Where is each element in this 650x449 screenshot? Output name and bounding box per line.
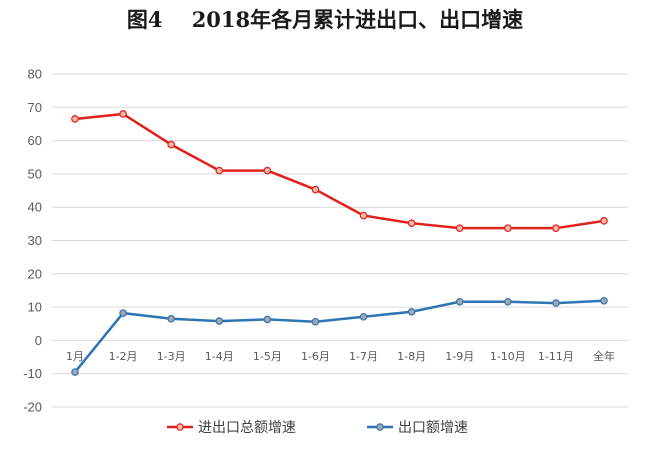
data-point bbox=[504, 224, 512, 232]
y-tick-label: 50 bbox=[28, 166, 42, 181]
chart-title: 图4 2018年各月累计进出口、出口增速 bbox=[127, 7, 523, 32]
series-line bbox=[74, 299, 605, 373]
legend-item: 进出口总额增速 bbox=[167, 420, 296, 436]
series-line bbox=[74, 112, 605, 230]
data-point bbox=[552, 299, 560, 307]
series-1 bbox=[71, 296, 608, 376]
x-tick-label: 1-2月 bbox=[109, 350, 138, 363]
data-point bbox=[455, 224, 464, 232]
data-point bbox=[215, 317, 224, 325]
data-point bbox=[167, 140, 175, 149]
series-lines bbox=[71, 110, 608, 376]
y-tick-label: 0 bbox=[35, 333, 42, 348]
data-point bbox=[263, 166, 272, 175]
x-axis-ticks: 1月 1-2月 1-3月 1-4月 1-5月 1-6月 1-7月 1-8月 1-9月 1-10月 1… bbox=[66, 349, 615, 363]
data-point bbox=[504, 297, 512, 306]
x-tick-label: 1月 bbox=[66, 350, 84, 363]
x-tick-label: 1-8月 bbox=[397, 350, 426, 363]
legend-label: 进出口总额增速 bbox=[198, 420, 296, 436]
legend: 进出口总额增速 出口额增速 bbox=[167, 420, 468, 436]
y-axis-ticks: 80 70 60 50 40 30 20 10 0 -10 -20 bbox=[23, 67, 42, 415]
data-point bbox=[263, 315, 272, 324]
data-point bbox=[167, 314, 175, 323]
x-tick-label: 1-5月 bbox=[253, 350, 282, 363]
data-point bbox=[311, 185, 320, 194]
x-tick-label: 1-4月 bbox=[205, 350, 234, 363]
data-point bbox=[600, 217, 608, 225]
data-point bbox=[119, 110, 127, 118]
x-tick-label: 1-7月 bbox=[349, 350, 378, 363]
x-tick-label: 1-11月 bbox=[538, 350, 574, 363]
x-tick-label: 1-3月 bbox=[157, 350, 186, 363]
y-tick-label: 10 bbox=[28, 300, 42, 315]
data-point bbox=[71, 115, 79, 123]
data-point bbox=[552, 224, 560, 232]
data-point bbox=[359, 211, 368, 220]
x-tick-label: 全年 bbox=[593, 349, 615, 363]
data-point bbox=[359, 312, 368, 321]
data-point bbox=[407, 307, 416, 316]
data-point bbox=[600, 296, 608, 305]
y-tick-label: 20 bbox=[28, 266, 42, 281]
y-tick-label: -20 bbox=[23, 400, 42, 415]
y-tick-label: 70 bbox=[28, 100, 42, 115]
y-tick-label: -10 bbox=[23, 366, 42, 381]
legend-marker bbox=[376, 423, 384, 431]
legend-marker bbox=[176, 423, 184, 431]
x-tick-label: 1-9月 bbox=[445, 350, 474, 363]
data-point bbox=[311, 317, 320, 326]
legend-item: 出口额增速 bbox=[367, 420, 468, 436]
data-point bbox=[455, 297, 464, 306]
gridlines bbox=[52, 73, 628, 408]
x-tick-label: 1-6月 bbox=[301, 350, 330, 363]
y-tick-label: 60 bbox=[28, 133, 42, 148]
series-0 bbox=[71, 110, 608, 232]
data-point bbox=[71, 368, 79, 376]
legend-label: 出口额增速 bbox=[398, 420, 468, 436]
x-tick-label: 1-10月 bbox=[490, 350, 526, 363]
y-tick-label: 80 bbox=[28, 67, 42, 82]
y-tick-label: 40 bbox=[28, 200, 42, 215]
data-point bbox=[215, 166, 224, 175]
data-point bbox=[119, 309, 127, 317]
data-point bbox=[407, 219, 416, 227]
y-tick-label: 30 bbox=[28, 233, 42, 248]
